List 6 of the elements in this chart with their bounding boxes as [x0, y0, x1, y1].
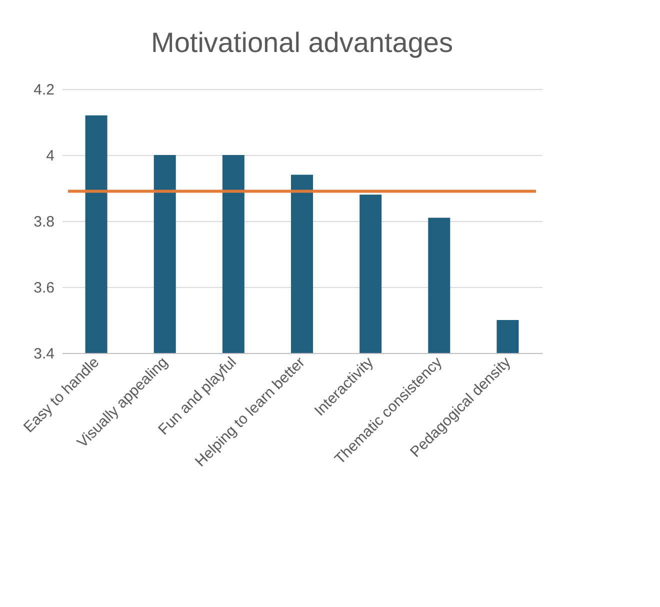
chart-title: Motivational advantages: [151, 27, 453, 58]
y-tick-label: 3.6: [34, 280, 54, 296]
y-tick-label: 4.2: [34, 82, 54, 98]
y-tick-label: 3.4: [34, 346, 54, 362]
y-tick-label: 3.8: [34, 214, 54, 230]
y-tick-label: 4: [46, 148, 54, 164]
